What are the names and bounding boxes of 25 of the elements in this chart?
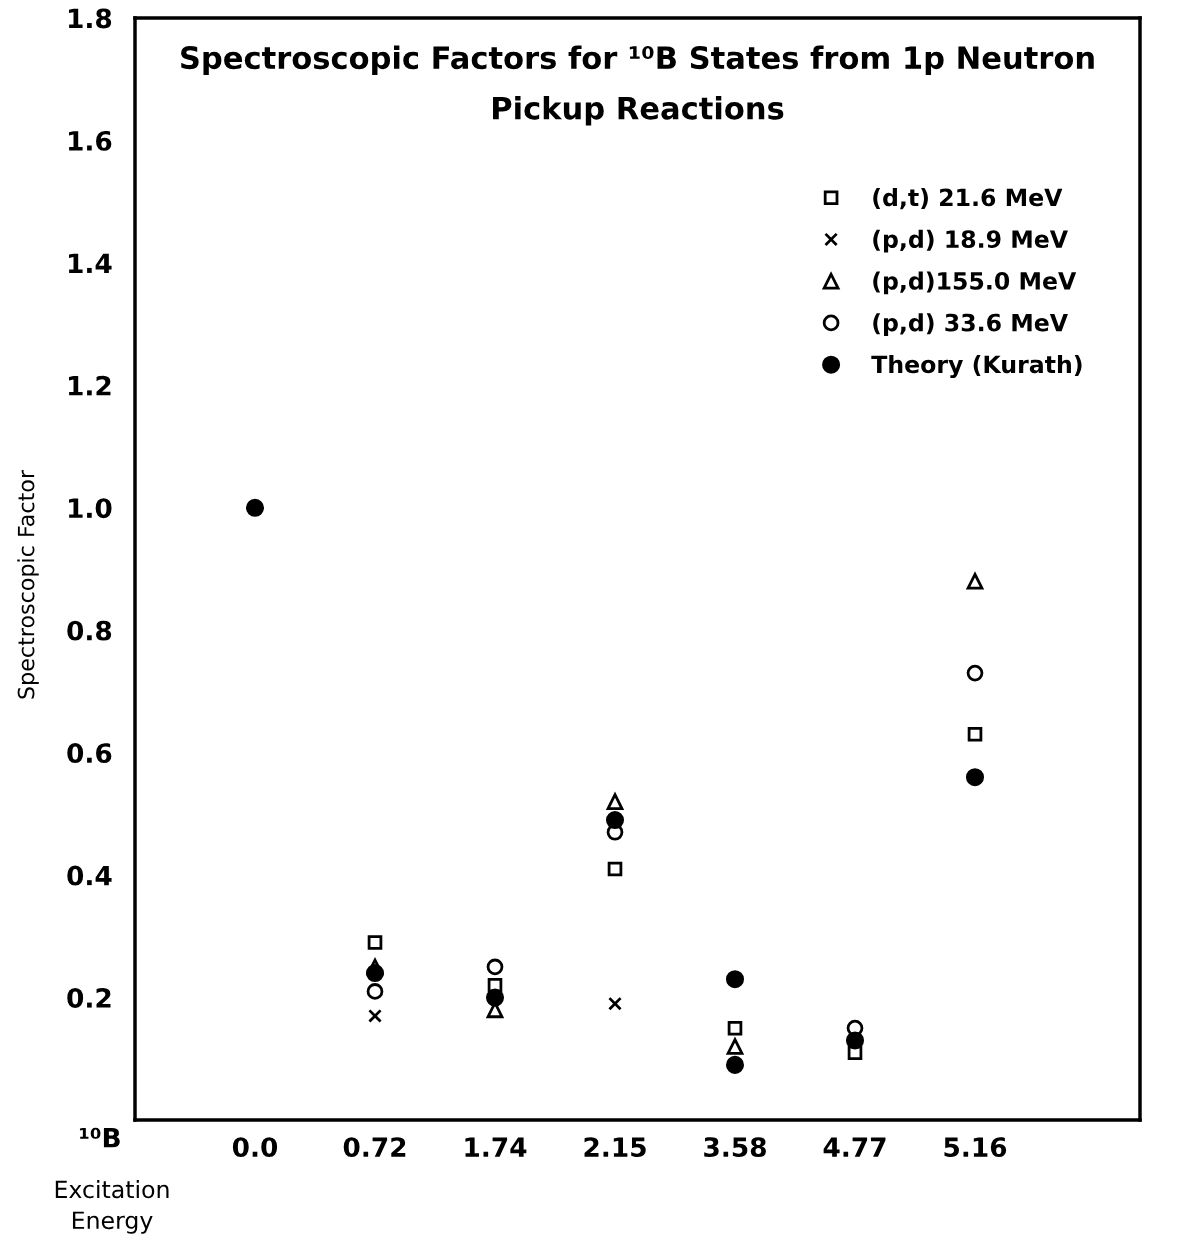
y-tick-label: 0.8	[67, 620, 112, 641]
legend-label: (d,t) 21.6 MeV	[873, 188, 1063, 210]
x-axis-title: Excitation Energy	[55, 1180, 169, 1234]
y-axis-title: Spectroscopic Factor	[17, 469, 39, 699]
x-tick-label: 2.15	[584, 1137, 646, 1158]
y-tick-label: 0.4	[67, 865, 112, 886]
x-tick-label: 3.58	[704, 1137, 766, 1158]
y-tick-label: 1.0	[69, 498, 112, 519]
text: ¹⁰B	[79, 1127, 120, 1148]
x-tick-label: 1.74	[465, 1137, 527, 1157]
legend-label: Theory (Kurath)	[871, 354, 1082, 379]
legend-label: (p,d) 18.9 MeV	[873, 229, 1068, 253]
text: Spectroscopic Factors for ¹⁰B States from 1p Neutron Pickup Reactions	[181, 45, 1094, 126]
legend-label: (p,d)155.0 MeV	[873, 271, 1077, 295]
y-tick-label: 0.6	[67, 743, 112, 764]
y-tick-label: 1.6	[69, 130, 112, 151]
y-tick-label: 1.4	[69, 253, 112, 273]
legend-label: (p,d) 33.6 MeV	[873, 313, 1068, 337]
x-tick-label: 0.72	[343, 1137, 406, 1158]
x-tick-label: 5.16	[944, 1137, 1007, 1158]
x-tick-label: 0.0	[232, 1137, 278, 1158]
x-tick-label: 4.77	[823, 1137, 886, 1157]
y-tick-label: 1.8	[69, 8, 112, 29]
y-tick-label: 1.2	[69, 375, 111, 396]
y-tick-label: 0.2	[67, 988, 111, 1008]
